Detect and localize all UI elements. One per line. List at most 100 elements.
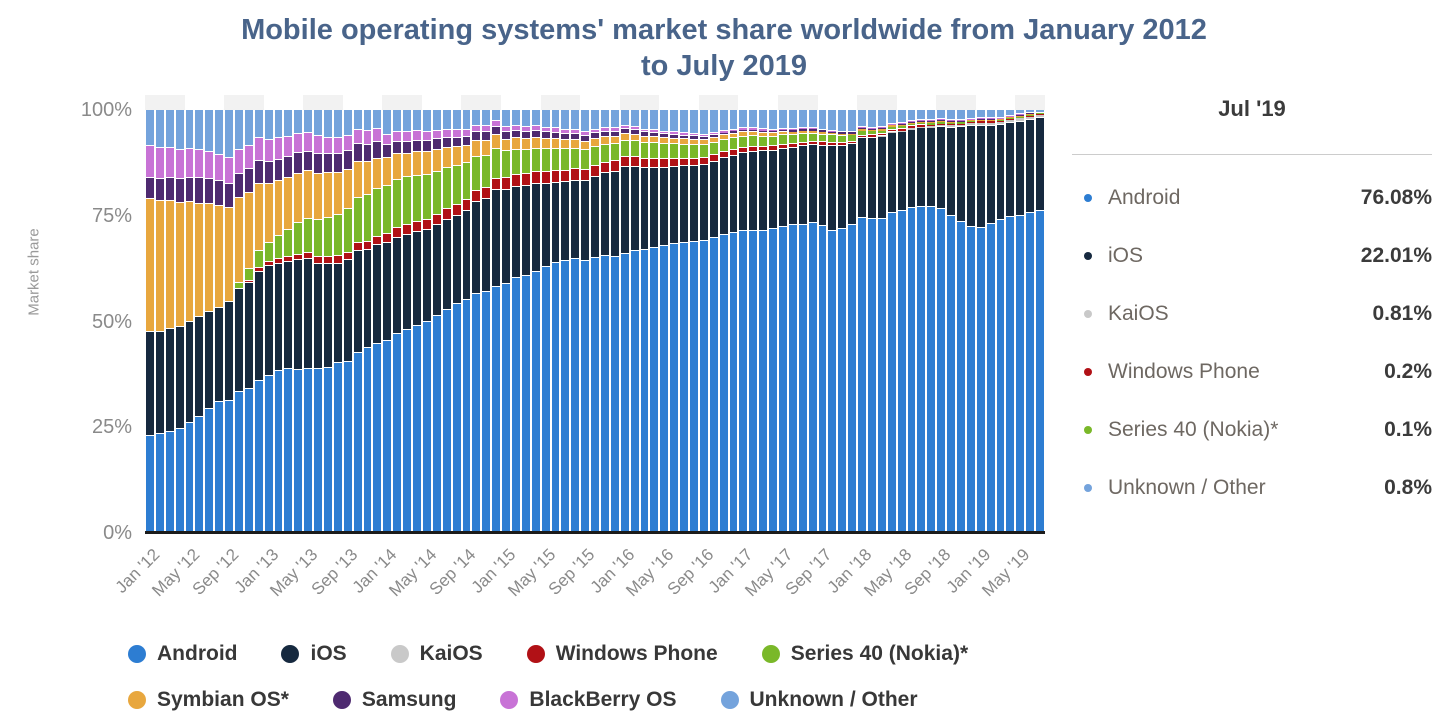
bar-segment-ios[interactable] [561, 181, 570, 262]
bar-segment-series-40-nokia[interactable] [966, 121, 975, 123]
bar-column[interactable] [205, 110, 214, 533]
bar-segment-series-40-nokia[interactable] [680, 144, 688, 159]
bar-segment-series-40-nokia[interactable] [650, 143, 659, 159]
bar-segment-android[interactable] [373, 343, 382, 533]
bar-segment-symbian-os[interactable] [254, 183, 263, 252]
bar-segment-blackberry-os[interactable] [373, 129, 382, 142]
bar-segment-android[interactable] [976, 228, 985, 533]
bar-segment-unknown-other[interactable] [699, 110, 708, 135]
bar-segment-series-40-nokia[interactable] [947, 122, 956, 125]
bar-segment-symbian-os[interactable] [531, 137, 540, 149]
bar-segment-unknown-other[interactable] [1016, 109, 1025, 115]
bar-column[interactable] [610, 110, 619, 533]
bar-segment-unknown-other[interactable] [591, 110, 599, 130]
bar-segment-series-40-nokia[interactable] [887, 126, 896, 131]
bar-segment-kaios[interactable] [897, 130, 906, 132]
bar-segment-series-40-nokia[interactable] [907, 123, 916, 127]
bar-segment-symbian-os[interactable] [561, 140, 570, 150]
bar-column[interactable] [699, 110, 708, 533]
bar-segment-android[interactable] [719, 234, 728, 533]
bar-segment-samsung[interactable] [858, 128, 867, 130]
bar-segment-windows-phone[interactable] [373, 236, 382, 246]
bar-segment-windows-phone[interactable] [244, 281, 253, 284]
bar-segment-windows-phone[interactable] [818, 142, 827, 146]
bar-segment-symbian-os[interactable] [749, 132, 758, 137]
bar-segment-windows-phone[interactable] [630, 157, 639, 168]
bar-segment-blackberry-os[interactable] [541, 127, 550, 133]
bar-segment-blackberry-os[interactable] [808, 128, 817, 130]
bar-segment-blackberry-os[interactable] [927, 120, 936, 121]
bar-segment-blackberry-os[interactable] [957, 119, 965, 121]
bar-segment-blackberry-os[interactable] [650, 130, 659, 134]
bar-segment-unknown-other[interactable] [235, 110, 243, 150]
bar-segment-windows-phone[interactable] [383, 233, 392, 244]
bar-segment-android[interactable] [403, 329, 412, 533]
bar-segment-ios[interactable] [689, 165, 698, 242]
bar-segment-ios[interactable] [175, 327, 184, 430]
bar-segment-symbian-os[interactable] [1016, 115, 1025, 117]
bar-segment-blackberry-os[interactable] [887, 123, 896, 125]
bar-segment-windows-phone[interactable] [1006, 119, 1015, 121]
bar-segment-unknown-other[interactable] [413, 110, 421, 132]
bar-segment-symbian-os[interactable] [986, 119, 995, 121]
bar-segment-series-40-nokia[interactable] [610, 143, 619, 162]
bar-segment-unknown-other[interactable] [759, 110, 768, 130]
bar-segment-symbian-os[interactable] [343, 169, 352, 210]
bar-segment-symbian-os[interactable] [215, 206, 224, 308]
bar-segment-android[interactable] [650, 248, 659, 533]
bar-segment-blackberry-os[interactable] [897, 122, 906, 124]
bar-segment-ios[interactable] [422, 229, 431, 323]
bar-column[interactable] [383, 110, 392, 533]
bar-column[interactable] [353, 110, 362, 533]
bar-column[interactable] [887, 110, 896, 533]
bar-column[interactable] [363, 110, 372, 533]
bar-segment-series-40-nokia[interactable] [373, 189, 382, 237]
bar-segment-windows-phone[interactable] [620, 156, 629, 168]
bar-segment-unknown-other[interactable] [689, 110, 698, 135]
bar-segment-symbian-os[interactable] [462, 146, 471, 164]
bar-segment-blackberry-os[interactable] [917, 120, 926, 121]
bar-segment-blackberry-os[interactable] [709, 132, 718, 135]
bar-segment-blackberry-os[interactable] [1016, 114, 1025, 116]
bar-segment-kaios[interactable] [1026, 116, 1035, 121]
bar-segment-ios[interactable] [709, 161, 718, 238]
bar-segment-series-40-nokia[interactable] [996, 120, 1005, 122]
bar-segment-unknown-other[interactable] [877, 109, 886, 128]
bar-segment-ios[interactable] [769, 150, 777, 230]
bar-segment-ios[interactable] [877, 137, 886, 219]
bar-segment-symbian-os[interactable] [502, 139, 510, 152]
bar-segment-samsung[interactable] [897, 123, 906, 125]
bar-segment-blackberry-os[interactable] [155, 148, 164, 179]
bar-segment-samsung[interactable] [818, 130, 827, 133]
bar-segment-windows-phone[interactable] [324, 257, 332, 264]
bar-segment-kaios[interactable] [877, 136, 886, 138]
bar-segment-android[interactable] [225, 400, 234, 533]
bar-segment-android[interactable] [314, 368, 323, 533]
bar-column[interactable] [561, 110, 570, 533]
bar-segment-blackberry-os[interactable] [324, 137, 332, 155]
bar-segment-unknown-other[interactable] [927, 109, 936, 121]
bar-column[interactable] [422, 110, 431, 533]
bar-segment-samsung[interactable] [581, 136, 590, 142]
bar-segment-blackberry-os[interactable] [403, 132, 412, 142]
bar-segment-ios[interactable] [185, 321, 194, 424]
bar-segment-blackberry-os[interactable] [1006, 115, 1015, 117]
bar-segment-blackberry-os[interactable] [531, 126, 540, 132]
bar-segment-blackberry-os[interactable] [719, 130, 728, 133]
bar-column[interactable] [155, 110, 164, 533]
bar-segment-symbian-os[interactable] [739, 132, 748, 137]
bar-segment-blackberry-os[interactable] [274, 138, 283, 160]
legend-item-samsung[interactable]: Samsung [332, 688, 456, 712]
bar-segment-windows-phone[interactable] [986, 121, 995, 123]
bar-segment-blackberry-os[interactable] [146, 146, 154, 178]
bar-column[interactable] [877, 109, 886, 533]
bar-segment-blackberry-os[interactable] [937, 119, 946, 121]
bar-segment-ios[interactable] [818, 145, 827, 227]
bar-segment-blackberry-os[interactable] [502, 126, 510, 133]
bar-segment-symbian-os[interactable] [709, 137, 718, 143]
bar-segment-windows-phone[interactable] [541, 171, 550, 184]
bar-segment-windows-phone[interactable] [422, 219, 431, 230]
bar-segment-samsung[interactable] [531, 131, 540, 138]
bar-segment-android[interactable] [877, 218, 886, 533]
bar-segment-samsung[interactable] [729, 131, 738, 134]
